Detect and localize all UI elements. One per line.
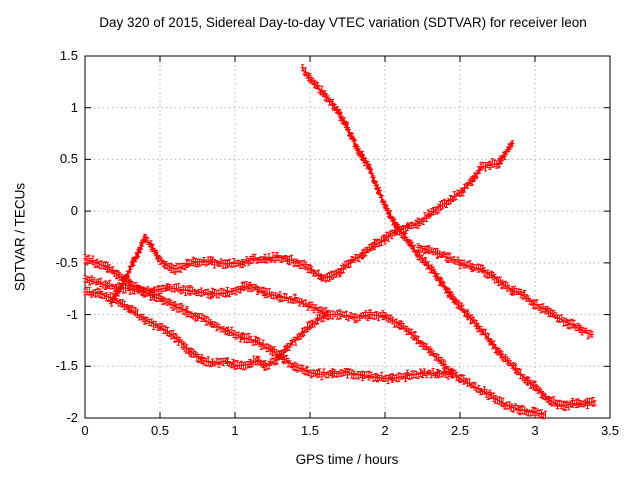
x-axis-title: GPS time / hours bbox=[295, 452, 399, 467]
y-tick-label: -2 bbox=[66, 410, 78, 425]
series-pass-6-late-starter-descender bbox=[415, 243, 595, 340]
x-tick-label: 0 bbox=[81, 423, 89, 438]
y-tick-label: 1 bbox=[70, 99, 78, 115]
y-axis-title: SDTVAR / TECUs bbox=[12, 182, 28, 292]
series-pass-5-peak-dip-then-long-ascent bbox=[108, 140, 515, 307]
y-tick-label: 0 bbox=[70, 203, 78, 219]
chart-title: Day 320 of 2015, Sidereal Day-to-day VTE… bbox=[99, 15, 587, 30]
x-tick-label: 1 bbox=[231, 423, 239, 438]
x-tick-label: 2.5 bbox=[450, 423, 470, 438]
x-tick-label: 1.5 bbox=[300, 423, 320, 438]
x-tick-label: 3 bbox=[531, 423, 539, 438]
series-pass-4-steep-big-descender bbox=[300, 64, 597, 412]
series-pass-2-flat-minus0.75 bbox=[82, 274, 331, 321]
y-tick-label: -1.5 bbox=[55, 358, 78, 374]
y-tick-label: 1.5 bbox=[59, 48, 78, 63]
x-tick-label: 3.5 bbox=[600, 423, 620, 438]
y-tick-label: 0.5 bbox=[59, 151, 78, 167]
x-tick-label: 2 bbox=[381, 423, 389, 438]
y-tick-label: -0.5 bbox=[55, 254, 78, 270]
x-tick-label: 0.5 bbox=[150, 423, 170, 438]
series-pass-3-v-shape-plateau-then-deep bbox=[82, 286, 548, 420]
y-tick-label: -1 bbox=[66, 306, 78, 322]
